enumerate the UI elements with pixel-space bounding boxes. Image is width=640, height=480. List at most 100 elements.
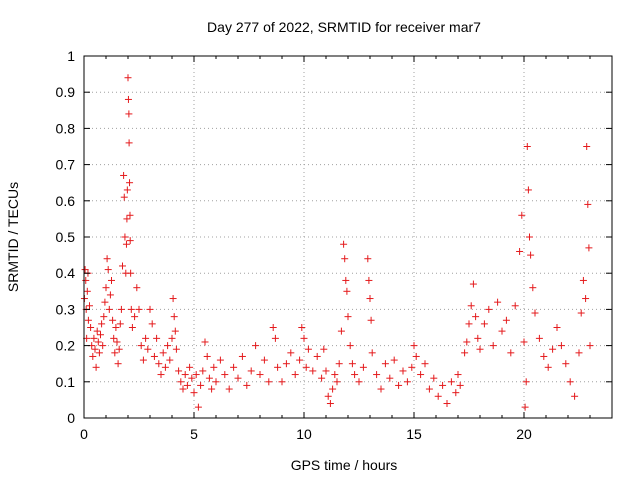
data-point [553,324,561,331]
data-point [425,385,433,393]
data-point [92,363,100,371]
y-tick-label: 1 [67,48,75,64]
data-point [199,367,207,375]
data-point [155,360,163,368]
data-point [89,352,97,360]
data-point [94,338,102,346]
data-point [225,385,233,393]
data-point [271,334,279,342]
x-tick-label: 0 [80,426,88,442]
data-point [410,342,418,350]
data-point [368,349,376,357]
y-tick-label: 0.5 [56,229,76,245]
data-point [114,360,122,368]
data-point [121,233,129,241]
data-point [549,345,557,353]
data-point [133,284,141,292]
data-point [526,233,533,241]
data-point [430,374,438,382]
data-point [230,363,238,371]
data-point [337,327,345,335]
data-point [309,367,317,375]
data-point [304,345,312,353]
data-point [161,363,169,371]
data-point [144,345,152,353]
data-point [287,349,295,357]
chart-title: Day 277 of 2022, SRMTID for receiver mar… [207,19,481,35]
data-point [359,363,367,371]
data-point [577,309,585,317]
data-point [168,334,176,342]
data-point [331,371,339,379]
data-point [216,356,224,364]
y-tick-label: 0 [67,410,75,426]
data-point [110,334,118,342]
data-point [527,251,535,259]
data-point [139,356,147,364]
data-point [125,110,133,118]
data-point [443,400,451,408]
data-point [365,276,373,284]
data-point [123,186,131,194]
data-point [192,371,200,379]
data-point [119,262,126,270]
data-point [454,371,462,379]
data-point [127,269,135,277]
data-point [351,371,359,379]
data-point [584,200,592,208]
data-point [247,367,255,375]
data-point [126,211,134,219]
data-point [104,266,112,274]
data-point [82,276,90,284]
data-point [116,320,124,328]
data-point [518,211,526,219]
data-point [296,356,304,364]
data-point [566,378,574,386]
data-point [399,367,407,375]
data-point [150,352,158,360]
data-point [540,352,548,360]
data-point [137,342,145,350]
data-point [265,378,273,386]
data-point [153,334,161,342]
data-point [146,305,154,313]
data-point [105,305,113,313]
data-point [124,95,132,103]
data-point [256,371,264,379]
data-point [234,374,242,382]
data-point [502,316,510,324]
data-point [523,143,531,150]
data-point [93,327,101,335]
data-point [417,371,425,379]
data-point [91,345,99,353]
data-point [343,287,351,295]
data-point [221,371,229,379]
data-point [142,334,150,342]
data-point [535,334,543,342]
data-point [456,381,464,389]
data-point [386,374,394,382]
data-point [159,349,167,357]
data-point [390,356,398,364]
data-point [341,255,349,263]
data-point [298,324,306,331]
data-point [452,389,460,397]
data-point [123,215,131,223]
data-point [115,345,123,353]
data-point [329,385,337,393]
data-point [520,338,528,346]
data-point [322,367,330,375]
y-tick-labels: 0 0.1 0.2 0.3 0.4 0.5 0.6 0.7 0.8 0.9 1 [56,48,76,426]
data-point [324,392,332,400]
data-point [197,381,205,389]
data-point [169,295,177,303]
data-point [531,309,539,317]
y-tick-label: 0.9 [56,84,76,100]
y-tick-label: 0.2 [56,338,76,354]
data-point [157,371,165,379]
data-point [106,291,114,299]
data-point [124,74,132,82]
data-point [485,305,493,313]
data-point [340,240,348,248]
data-point [412,352,420,360]
